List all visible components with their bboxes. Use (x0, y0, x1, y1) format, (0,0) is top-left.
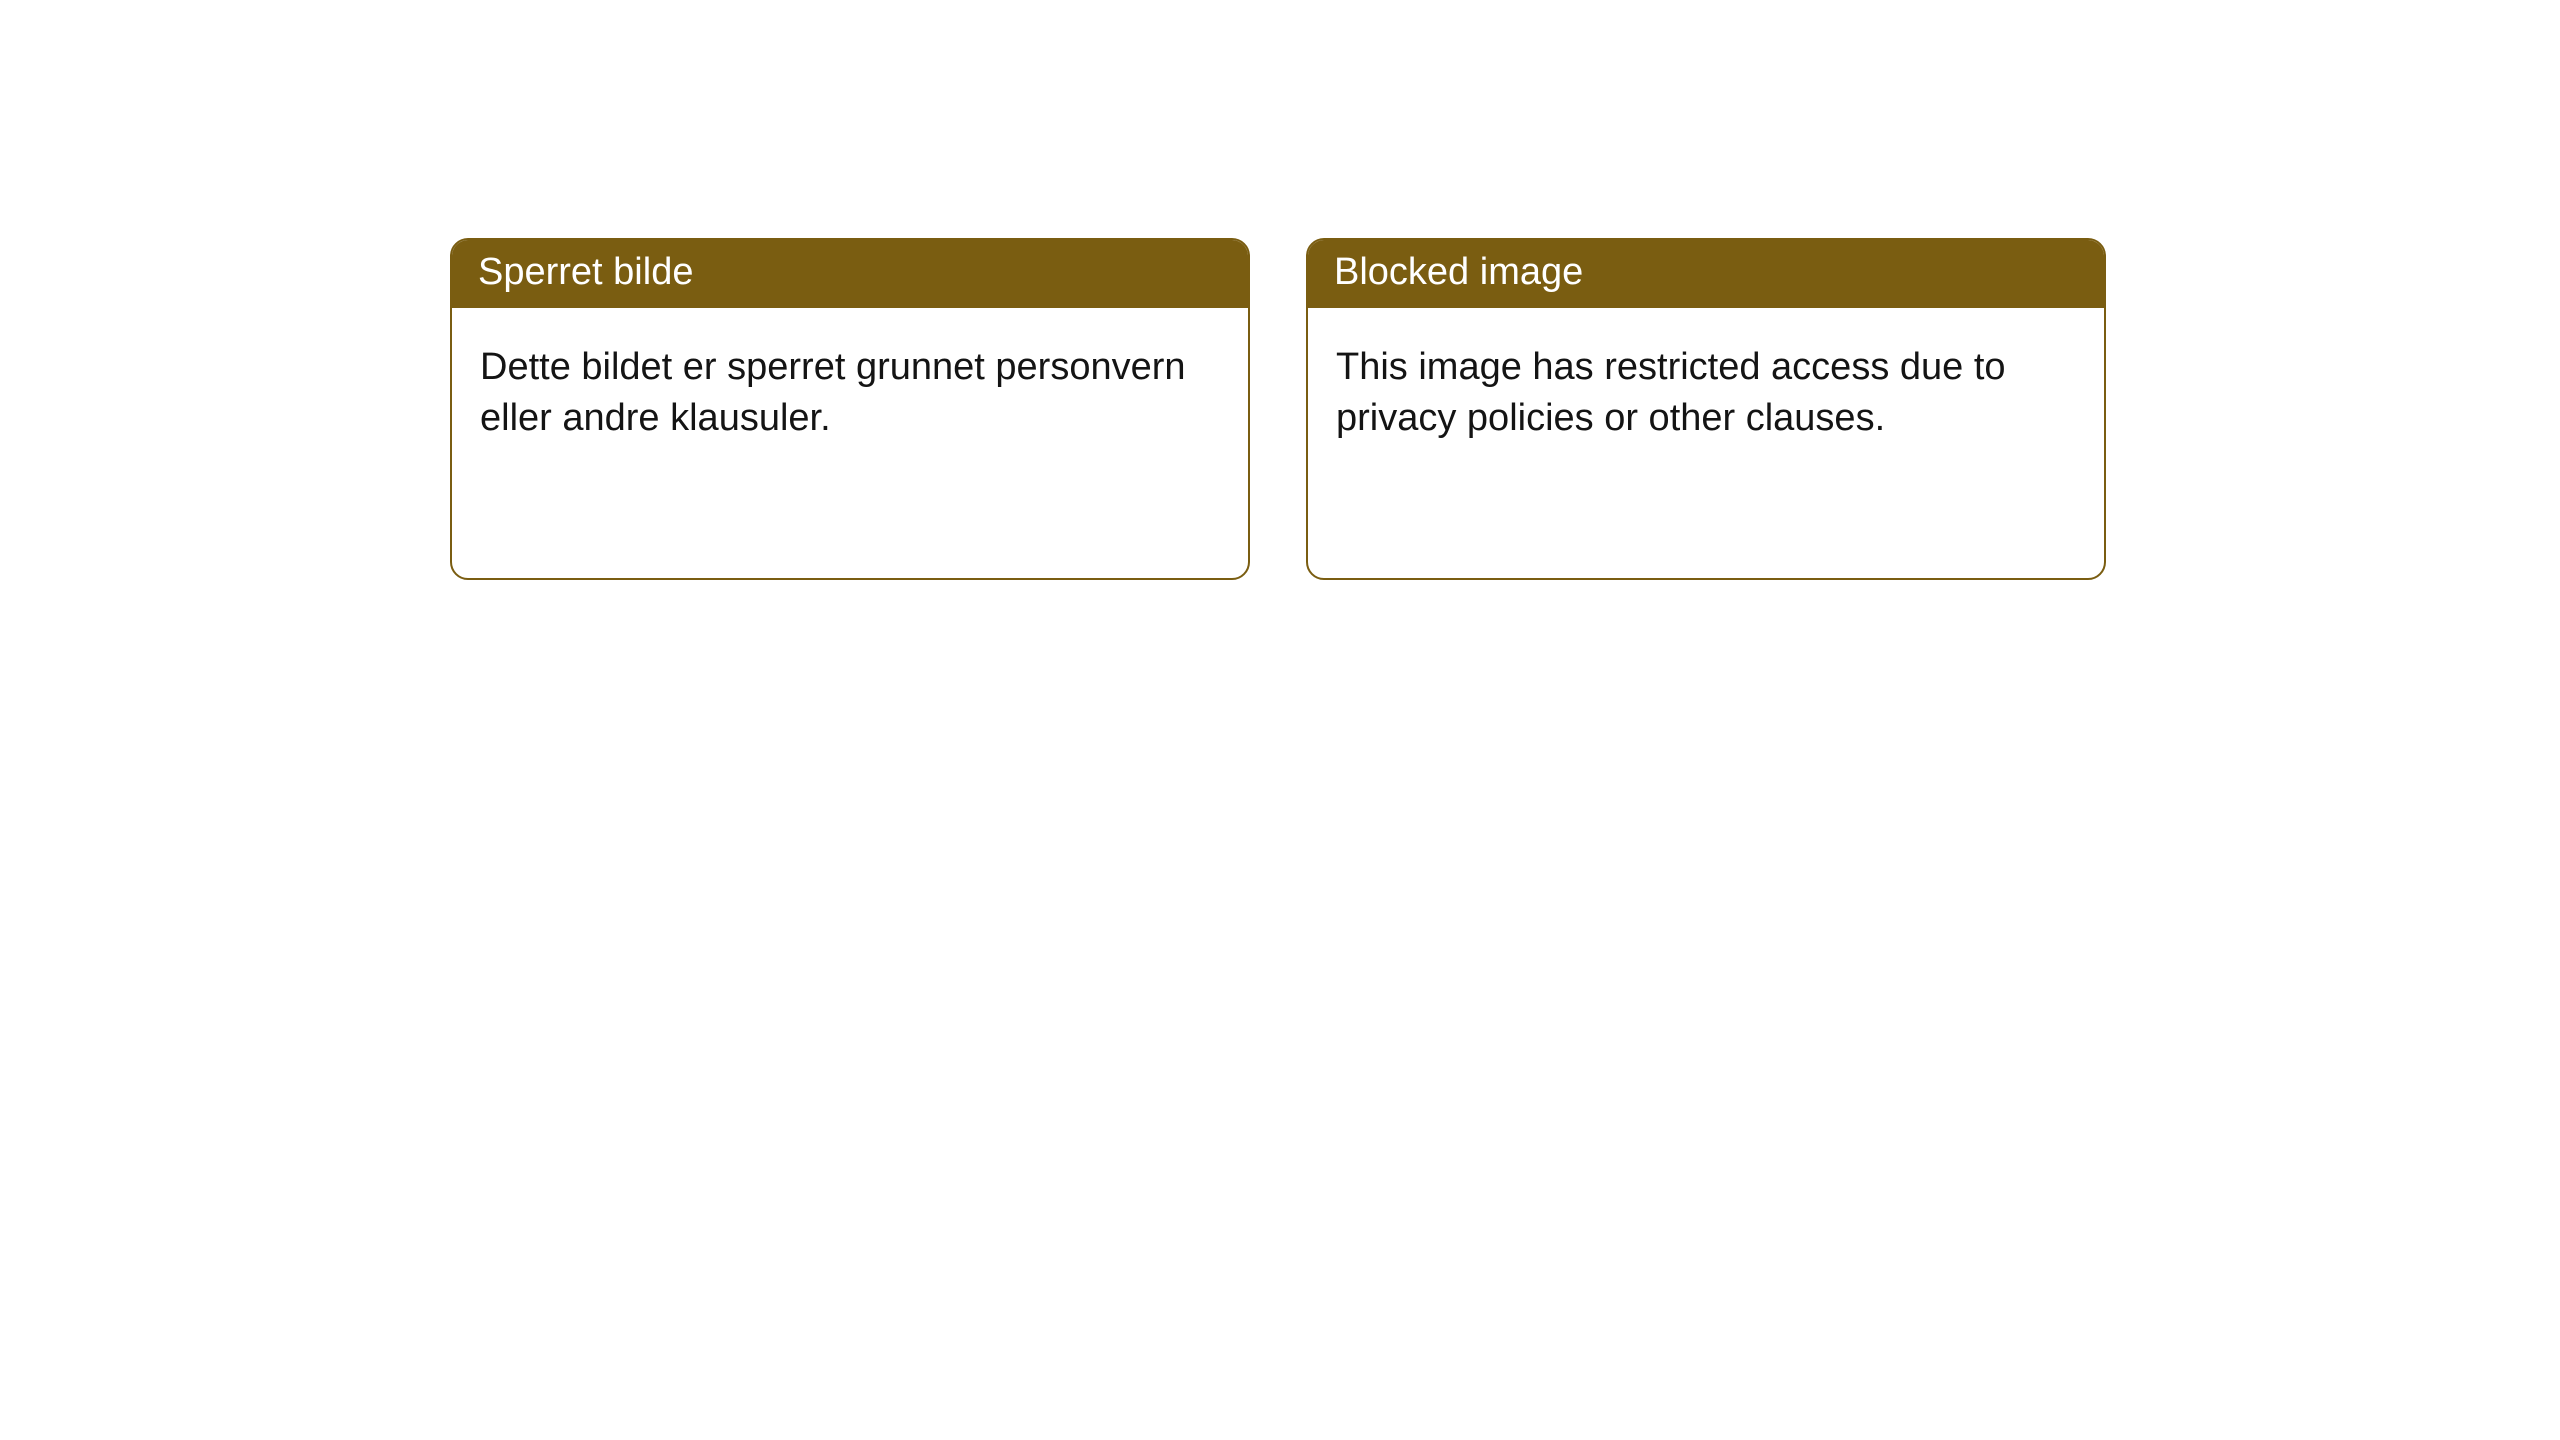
notice-body-norwegian: Dette bildet er sperret grunnet personve… (452, 308, 1248, 578)
notice-card-english: Blocked image This image has restricted … (1306, 238, 2106, 580)
notice-card-norwegian: Sperret bilde Dette bildet er sperret gr… (450, 238, 1250, 580)
notice-container: Sperret bilde Dette bildet er sperret gr… (0, 0, 2560, 580)
notice-title-english: Blocked image (1308, 240, 2104, 308)
notice-body-english: This image has restricted access due to … (1308, 308, 2104, 578)
notice-title-norwegian: Sperret bilde (452, 240, 1248, 308)
